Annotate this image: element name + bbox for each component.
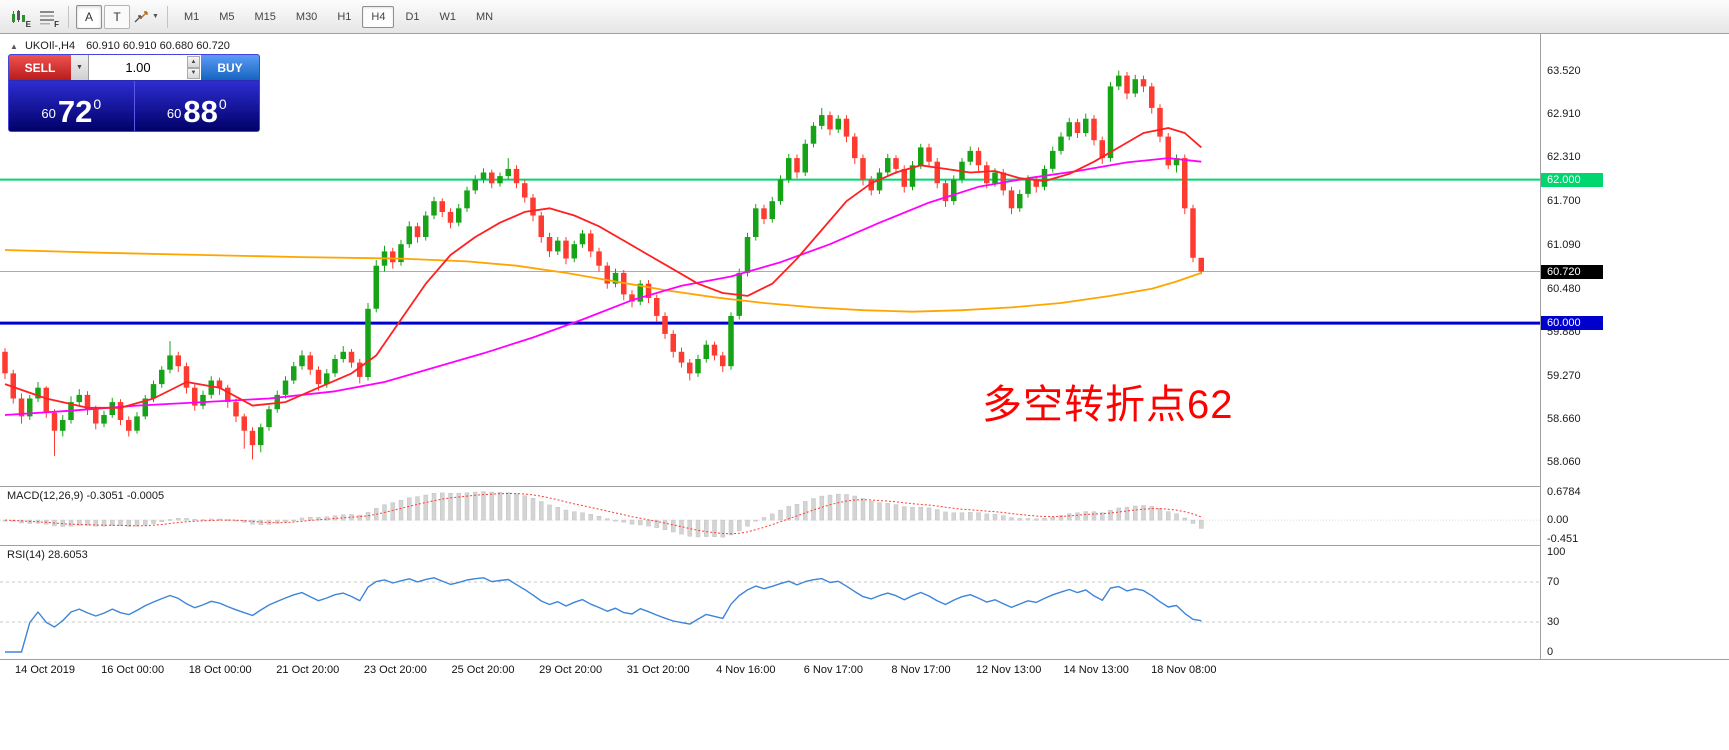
time-axis-label: 18 Oct 00:00 xyxy=(188,664,252,676)
time-axis-label: 29 Oct 20:00 xyxy=(539,664,603,676)
volume-input[interactable] xyxy=(89,55,201,80)
chevron-down-icon: ▼ xyxy=(190,70,197,77)
timeframe-MN[interactable]: MN xyxy=(476,10,494,23)
chart-preset-f-icon[interactable]: F xyxy=(35,5,61,29)
list-grid-icon xyxy=(40,10,54,24)
text-tool-button[interactable]: T xyxy=(104,4,130,29)
buy-price-superscript: 0 xyxy=(218,96,227,112)
timeframe-D1[interactable]: D1 xyxy=(405,10,420,23)
volume-decrement-button[interactable]: ▼ xyxy=(187,67,200,79)
sell-price-prefix: 60 xyxy=(41,106,56,121)
chart-header: ▲ UKOIl-,H4 60.910 60.910 60.680 60.720 xyxy=(10,40,230,52)
price-scale-label: 58.660 xyxy=(1547,413,1581,426)
arrow-label-tool-label: A xyxy=(84,9,93,24)
time-axis-label: 23 Oct 20:00 xyxy=(363,664,427,676)
time-axis-label: 21 Oct 20:00 xyxy=(276,664,340,676)
time-axis-label: 25 Oct 20:00 xyxy=(451,664,515,676)
buy-price-display[interactable]: 60 88 0 xyxy=(135,81,260,131)
macd-scale-label: 0.6784 xyxy=(1547,486,1581,498)
chart-preset-e-icon[interactable]: E xyxy=(7,5,33,29)
buy-button[interactable]: BUY xyxy=(201,55,259,80)
sell-price-big: 72 xyxy=(57,93,93,129)
rsi-label: RSI(14) 28.6053 xyxy=(7,549,88,561)
trade-panel-prices-row: 60 72 0 60 88 0 xyxy=(9,81,260,131)
rsi-scale-label: 0 xyxy=(1547,646,1554,658)
rsi-scale-label: 70 xyxy=(1547,576,1560,588)
rsi-scale-label: 100 xyxy=(1547,546,1566,558)
arrows-icon xyxy=(134,10,148,22)
chevron-up-icon: ▲ xyxy=(190,58,197,65)
macd-scale-label: -0.451 xyxy=(1547,532,1579,545)
time-axis-label: 31 Oct 20:00 xyxy=(626,664,690,676)
icon-badge: E xyxy=(25,19,31,29)
main-toolbar: E F A T ▼ M1 M5 M15 M30 H1 H4 D1 W1 MN xyxy=(0,0,1729,34)
arrow-label-tool-button[interactable]: A xyxy=(76,4,102,29)
price-marker: 60.000 xyxy=(1541,316,1603,331)
volume-stepper: ▲ ▼ xyxy=(187,56,200,79)
timeframe-M1[interactable]: M1 xyxy=(183,10,200,23)
candlestick-chart[interactable] xyxy=(0,34,1540,486)
panel-divider[interactable] xyxy=(0,486,1603,487)
price-scale-label: 63.520 xyxy=(1547,64,1581,77)
time-axis-label: 16 Oct 00:00 xyxy=(101,664,165,676)
volume-increment-button[interactable]: ▲ xyxy=(187,56,200,68)
time-axis[interactable]: 14 Oct 2019 16 Oct 00:00 18 Oct 00:00 21 Oc… xyxy=(0,659,1729,681)
timeframe-H4[interactable]: H4 xyxy=(362,5,395,28)
chevron-down-icon: ▼ xyxy=(76,64,83,71)
time-axis-label: 4 Nov 16:00 xyxy=(716,664,776,676)
price-scale-label: 58.060 xyxy=(1547,456,1581,469)
rsi-scale-label: 30 xyxy=(1547,616,1560,628)
time-axis-label: 14 Nov 13:00 xyxy=(1063,664,1129,676)
time-axis-label: 18 Nov 08:00 xyxy=(1151,664,1217,676)
price-scale-label: 62.910 xyxy=(1547,108,1581,121)
price-scale-label: 62.310 xyxy=(1547,151,1581,164)
cursor-style-dropdown[interactable]: ▼ xyxy=(132,5,160,29)
volume-field-wrap: ▲ ▼ xyxy=(89,55,201,80)
buy-price-prefix: 60 xyxy=(166,106,182,121)
chevron-down-icon: ▼ xyxy=(152,13,159,20)
macd-indicator-chart[interactable] xyxy=(0,487,1540,545)
sell-button[interactable]: SELL xyxy=(9,55,71,80)
panel-divider[interactable] xyxy=(0,545,1603,546)
time-axis-label: 8 Nov 17:00 xyxy=(891,664,951,676)
price-marker: 60.720 xyxy=(1541,264,1603,279)
price-scale-label: 60.480 xyxy=(1547,282,1581,295)
toolbar-separator xyxy=(166,5,168,28)
chart-symbol-period: UKOIl-,H4 xyxy=(24,40,76,52)
toolbar-separator xyxy=(68,5,69,28)
timeframe-W1[interactable]: W1 xyxy=(439,10,457,23)
timeframe-M5[interactable]: M5 xyxy=(219,10,235,23)
sell-price-display[interactable]: 60 72 0 xyxy=(9,81,134,131)
order-type-dropdown[interactable]: ▼ xyxy=(71,55,89,80)
collapse-chart-icon[interactable]: ▲ xyxy=(10,42,18,51)
sell-button-label: SELL xyxy=(24,60,56,75)
one-click-trading-panel: SELL ▼ ▲ ▼ BUY 60 72 0 60 88 0 xyxy=(8,54,260,132)
candlestick-pattern-icon xyxy=(12,9,25,23)
timeframe-M15[interactable]: M15 xyxy=(254,10,276,23)
macd-scale-label: 0.00 xyxy=(1547,514,1569,527)
icon-badge: F xyxy=(54,19,59,29)
sell-price-superscript: 0 xyxy=(93,96,102,112)
price-scale-label: 59.270 xyxy=(1547,369,1581,382)
price-marker: 62.000 xyxy=(1541,172,1603,187)
buy-price-big: 88 xyxy=(183,93,218,129)
chart-annotation: 多空转折点62 xyxy=(982,383,1234,427)
chart-ohlc-values: 60.910 60.910 60.680 60.720 xyxy=(86,40,230,52)
timeframe-group: M1 M5 M15 M30 H1 H4 D1 W1 MN xyxy=(174,5,503,28)
buy-button-label: BUY xyxy=(217,60,243,75)
time-axis-label: 14 Oct 2019 xyxy=(15,664,75,676)
time-axis-label: 6 Nov 17:00 xyxy=(803,664,864,676)
text-tool-label: T xyxy=(113,9,121,24)
trade-panel-top-row: SELL ▼ ▲ ▼ BUY xyxy=(9,55,259,81)
macd-label: MACD(12,26,9) -0.3051 -0.0005 xyxy=(7,490,165,502)
timeframe-H1[interactable]: H1 xyxy=(337,10,352,23)
rsi-indicator-chart[interactable] xyxy=(0,546,1540,658)
time-axis-label: 12 Nov 13:00 xyxy=(975,664,1042,676)
price-divider xyxy=(133,81,135,131)
price-scale-label: 61.090 xyxy=(1547,238,1581,251)
price-scale-label: 61.700 xyxy=(1547,195,1581,208)
price-scale-axis[interactable]: 63.520 62.910 62.310 61.700 61.090 60.480 59.8… xyxy=(1540,34,1603,659)
timeframe-M30[interactable]: M30 xyxy=(295,10,318,23)
